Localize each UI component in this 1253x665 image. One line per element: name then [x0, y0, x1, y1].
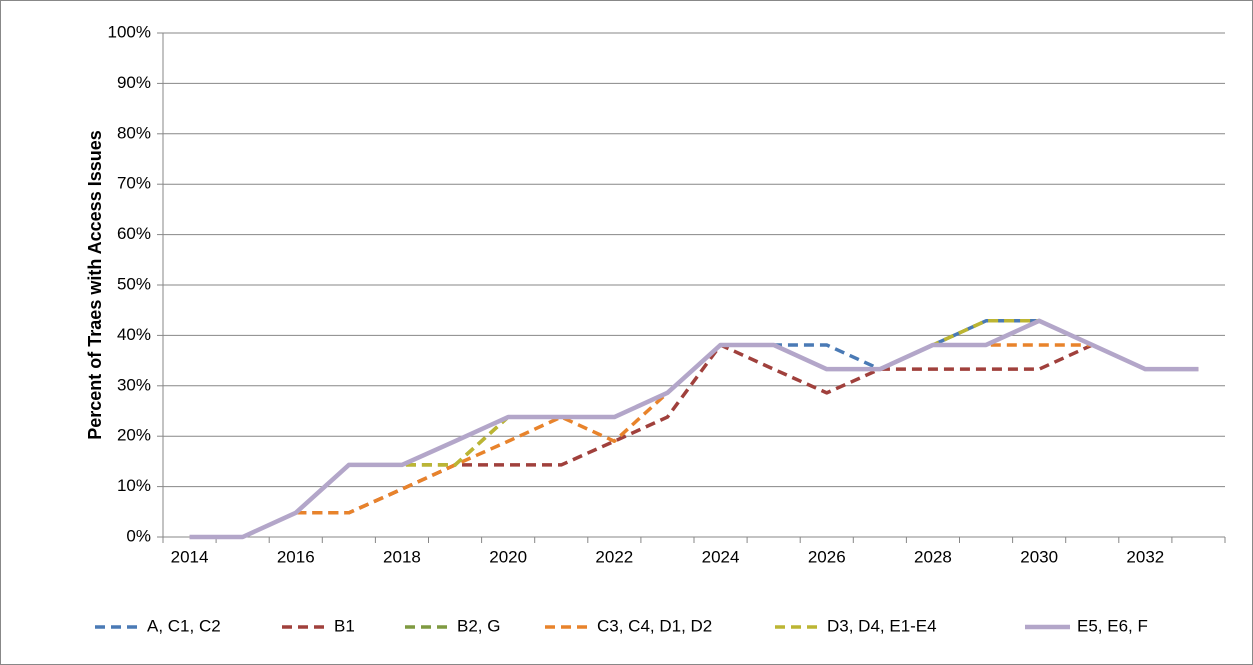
y-tick-label: 20% — [117, 426, 151, 445]
y-tick-label: 0% — [126, 526, 151, 545]
y-tick-label: 40% — [117, 325, 151, 344]
x-tick-label: 2030 — [1020, 547, 1058, 566]
legend-label: E5, E6, F — [1077, 616, 1148, 635]
x-tick-label: 2032 — [1126, 547, 1164, 566]
legend-label: D3, D4, E1-E4 — [827, 616, 937, 635]
x-tick-label: 2018 — [383, 547, 421, 566]
x-tick-label: 2028 — [914, 547, 952, 566]
x-tick-label: 2016 — [277, 547, 315, 566]
y-tick-label: 50% — [117, 274, 151, 293]
series-line — [189, 343, 1199, 539]
x-tick-label: 2020 — [489, 547, 527, 566]
x-tick-label: 2026 — [808, 547, 846, 566]
x-tick-label: 2014 — [171, 547, 209, 566]
y-tick-label: 30% — [117, 375, 151, 394]
y-tick-label: 70% — [117, 174, 151, 193]
y-tick-label: 100% — [108, 22, 151, 41]
legend-label: A, C1, C2 — [147, 616, 221, 635]
series-line — [189, 318, 1199, 540]
x-tick-label: 2022 — [595, 547, 633, 566]
y-tick-label: 60% — [117, 224, 151, 243]
x-tick-label: 2024 — [702, 547, 740, 566]
y-tick-label: 10% — [117, 476, 151, 495]
y-tick-label: 80% — [117, 123, 151, 142]
legend-label: B2, G — [457, 616, 500, 635]
legend-label: B1 — [334, 616, 355, 635]
y-tick-label: 90% — [117, 73, 151, 92]
legend-label: C3, C4, D1, D2 — [597, 616, 712, 635]
y-axis-title: Percent of Traes with Access Issues — [85, 130, 105, 439]
